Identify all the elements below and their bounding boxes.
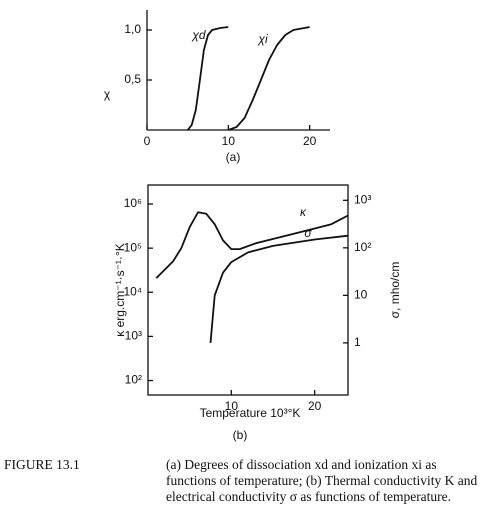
x-tick-label: 20 bbox=[308, 399, 322, 413]
series-line bbox=[155, 211, 349, 279]
series-line bbox=[209, 234, 349, 343]
series-label: κ bbox=[300, 205, 307, 219]
series-line bbox=[186, 26, 229, 131]
x-tick-label: 20 bbox=[303, 134, 317, 148]
y2-tick-label: 10³ bbox=[354, 192, 371, 206]
y-tick-label: 10⁴ bbox=[123, 284, 142, 298]
y-tick-label: 1,0 bbox=[124, 22, 141, 36]
y-axis-label: κ erg.cm⁻¹·s⁻¹·°K bbox=[113, 243, 127, 336]
x-tick-label: 10 bbox=[225, 399, 239, 413]
y-tick-label: 0,5 bbox=[124, 72, 141, 86]
x-tick-label: 10 bbox=[222, 134, 236, 148]
y2-tick-label: 1 bbox=[354, 335, 361, 349]
y-tick-label: 10³ bbox=[125, 329, 142, 343]
plot-frame bbox=[147, 184, 349, 396]
y-tick-label: 10² bbox=[125, 373, 142, 387]
y-tick-label: 10⁵ bbox=[124, 240, 142, 254]
caption-label: FIGURE 13.1 bbox=[4, 457, 80, 472]
y2-tick-label: 10² bbox=[354, 240, 371, 254]
series-label: χi bbox=[257, 32, 268, 46]
chart-subtitle: (a) bbox=[226, 150, 241, 164]
series-label: σ bbox=[304, 226, 312, 240]
y2-axis-label: σ, mho/cm bbox=[388, 262, 402, 319]
caption-text: (a) Degrees of dissociation xd and ioniz… bbox=[166, 457, 478, 504]
figure: 0 10 20 0,5 1,0 (a) χ χd χi 10 20 10² 10³ 10⁴ 10⁵ 10⁶ 1 1… bbox=[104, 10, 402, 442]
series-line bbox=[227, 26, 310, 131]
y-tick-label: 10⁶ bbox=[124, 196, 142, 210]
y-axis-label: χ bbox=[104, 87, 111, 101]
chart-subtitle: (b) bbox=[233, 428, 248, 442]
y2-tick-label: 10 bbox=[354, 288, 368, 302]
x-axis-label: Temperature 10³°K bbox=[200, 406, 301, 420]
series-label: χd bbox=[191, 28, 206, 42]
x-tick-label: 0 bbox=[144, 134, 151, 148]
